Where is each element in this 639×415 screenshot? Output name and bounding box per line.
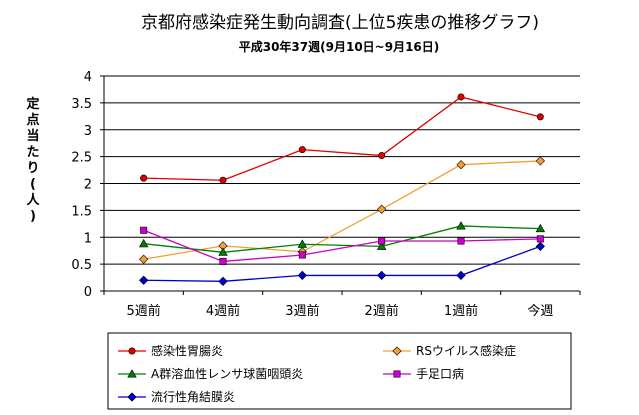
data-point xyxy=(535,223,546,233)
legend-item: RSウイルス感染症 xyxy=(383,343,516,358)
y-tick-label: 3 xyxy=(84,124,92,139)
y-tick-label: 3.5 xyxy=(71,97,92,112)
chart-subtitle: 平成30年37週(9月10日~9月16日) xyxy=(239,39,440,54)
data-point xyxy=(456,221,466,230)
data-point xyxy=(139,254,149,264)
data-point xyxy=(298,251,306,259)
data-point xyxy=(377,270,387,281)
series-lines xyxy=(138,93,546,286)
y-axis-label-char: 点 xyxy=(26,112,39,128)
data-point xyxy=(456,270,466,281)
legend-label: A群溶血性レンサ球菌咽頭炎 xyxy=(151,366,303,381)
data-point xyxy=(219,176,227,184)
data-point xyxy=(536,235,544,243)
legend-marker xyxy=(392,346,402,356)
data-point xyxy=(457,93,465,101)
series-line xyxy=(143,96,541,181)
legend-label: 流行性角結膜炎 xyxy=(151,390,235,404)
x-tick-labels: 5週前 4週前 3週前 2週前 1週前 今週 xyxy=(127,303,554,319)
series-line xyxy=(143,160,541,260)
data-point xyxy=(297,270,307,281)
legend-item: A群溶血性レンサ球菌咽頭炎 xyxy=(118,366,303,381)
data-point xyxy=(140,174,148,182)
data-point xyxy=(535,241,545,252)
legend-marker xyxy=(127,369,137,378)
series-3 xyxy=(138,221,546,256)
legend-label: 手足口病 xyxy=(416,366,464,381)
y-axis-label-char: 当 xyxy=(26,128,39,144)
y-axis-label-char: 人 xyxy=(26,192,40,208)
chart-title: 京都府感染症発生動向調査(上位5疾患の推移グラフ) xyxy=(141,13,539,33)
y-tick-label: 2 xyxy=(84,178,92,193)
x-tick-label: 2週前 xyxy=(365,303,399,319)
legend-item: 感染性胃腸炎 xyxy=(118,343,223,358)
series-line xyxy=(143,245,541,282)
legend-item: 流行性角結膜炎 xyxy=(118,390,235,404)
series-5 xyxy=(139,241,545,286)
legend-box xyxy=(107,332,572,410)
x-tick-label: 1週前 xyxy=(444,303,478,319)
y-tick-labels: 0 0.5 1 1.5 2 2.5 3 3.5 4 xyxy=(71,70,92,300)
legend-marker xyxy=(128,347,136,355)
y-tick-label: 4 xyxy=(84,70,92,85)
series-1 xyxy=(140,93,544,184)
gridlines xyxy=(104,75,580,265)
series-4 xyxy=(140,226,544,265)
data-point xyxy=(297,239,308,248)
legend-marker xyxy=(393,370,401,378)
data-point xyxy=(378,152,386,160)
x-tick-label: 3週前 xyxy=(285,303,319,319)
series-line xyxy=(143,229,541,263)
data-point xyxy=(218,247,228,256)
y-axis-label-char: り xyxy=(26,161,39,176)
y-tick-label: 0 xyxy=(84,285,92,300)
x-tick-label: 今週 xyxy=(527,303,553,319)
data-point xyxy=(535,156,545,166)
axes xyxy=(100,75,581,295)
legend-label: 感染性胃腸炎 xyxy=(151,343,223,358)
data-point xyxy=(536,113,544,121)
data-point xyxy=(378,237,386,245)
y-axis-label-char: 定 xyxy=(25,96,39,112)
data-point xyxy=(140,226,148,234)
y-axis-label-char: た xyxy=(26,145,39,160)
data-point xyxy=(457,237,465,245)
x-tick-label: 4週前 xyxy=(206,303,240,319)
series-line xyxy=(143,225,541,253)
y-tick-label: 1 xyxy=(84,231,92,246)
data-point xyxy=(218,276,228,286)
legend-label: RSウイルス感染症 xyxy=(416,343,516,358)
data-point xyxy=(377,204,387,214)
y-axis-label-char: ( xyxy=(30,177,36,192)
series-2 xyxy=(139,156,545,264)
data-point xyxy=(298,146,306,154)
data-point xyxy=(456,160,466,170)
data-point xyxy=(139,275,149,285)
y-axis-label-char: ) xyxy=(30,209,36,224)
data-point xyxy=(138,238,149,248)
x-tick-label: 5週前 xyxy=(127,303,161,319)
legend-marker xyxy=(127,392,137,402)
y-tick-label: 0.5 xyxy=(71,258,92,273)
data-point xyxy=(219,257,227,265)
y-tick-label: 2.5 xyxy=(71,151,92,166)
legend-item: 手足口病 xyxy=(383,366,464,381)
y-tick-label: 1.5 xyxy=(71,204,92,219)
data-point xyxy=(376,241,387,250)
